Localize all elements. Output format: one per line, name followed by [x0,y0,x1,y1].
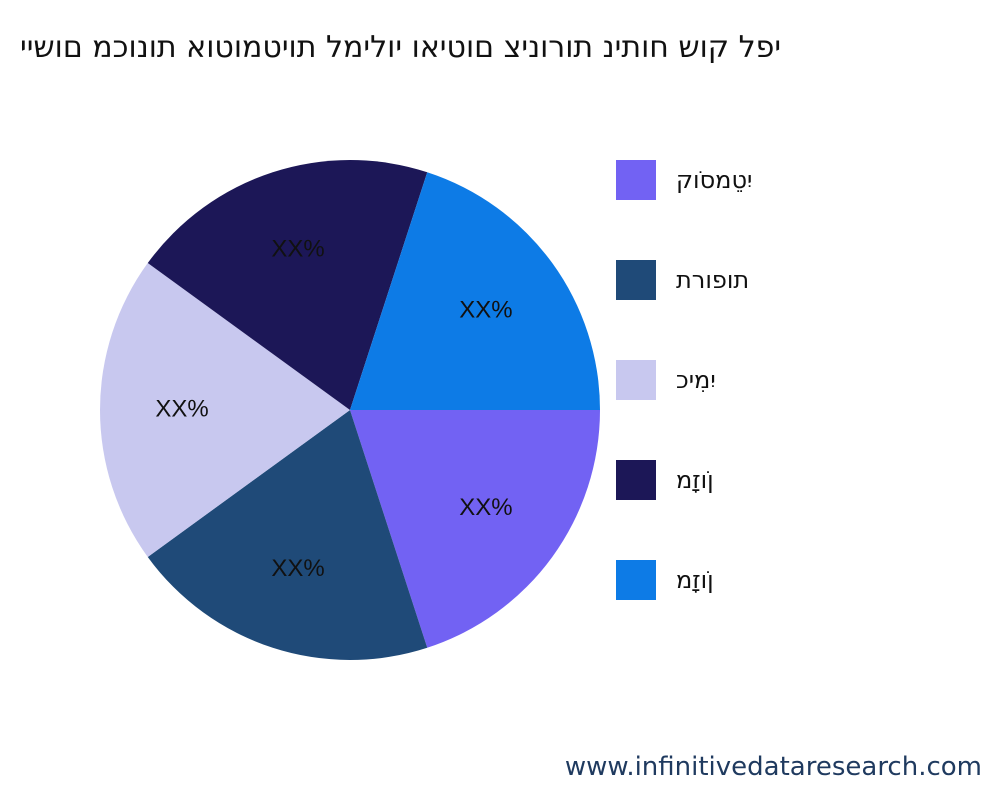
pie-slice-labels: XX% XX% XX% XX% XX% [155,236,512,583]
chart-title: יפל קוש חותינ תורוניצ םוטיאו יולימל תויט… [20,30,782,65]
legend-item-5: ןֹוזָמ [616,560,916,600]
legend-item-1: יִטֵמסֹוק [616,160,916,200]
pie-slice-label-1: XX% [459,494,512,521]
pie-slice-4 [147,160,428,410]
legend-label: ןֹוזָמ [676,466,714,494]
legend-label: יִטֵמסֹוק [676,166,753,194]
legend-label: תופורת [676,266,750,294]
legend-swatch [616,560,656,600]
legend-label: יִמִיכ [676,366,716,394]
legend-swatch [616,360,656,400]
legend-swatch [616,460,656,500]
legend-item-3: יִמִיכ [616,360,916,400]
pie-slice-5 [350,172,600,410]
pie-slice-1 [350,410,600,648]
legend-swatch [616,260,656,300]
legend-swatch [616,160,656,200]
pie-slices [100,160,600,660]
pie-slice-3 [100,263,350,557]
legend-label: ןֹוזָמ [676,566,714,594]
legend-item-4: ןֹוזָמ [616,460,916,500]
pie-slice-label-5: XX% [459,297,512,324]
pie-slice-2 [147,410,428,660]
legend-item-2: תופורת [616,260,916,300]
watermark[interactable]: www.infinitivedataresearch.com [564,752,982,782]
pie-slice-label-3: XX% [155,395,208,422]
pie-slice-label-4: XX% [271,236,324,263]
pie-slice-label-2: XX% [271,555,324,582]
